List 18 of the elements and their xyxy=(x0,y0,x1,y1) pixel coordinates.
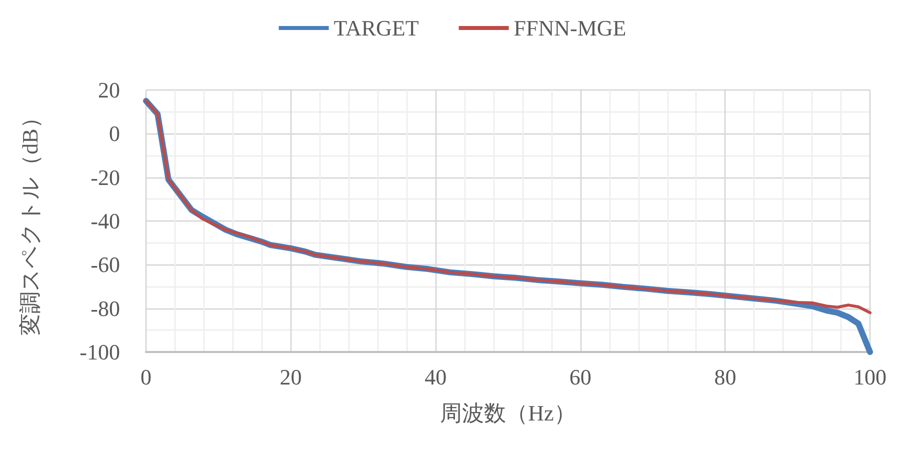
line-series xyxy=(144,99,872,314)
x-tick-label: 40 xyxy=(424,364,447,390)
y-tick-label: -20 xyxy=(90,164,120,190)
x-tick-label: 60 xyxy=(569,364,592,390)
y-tick-label: -100 xyxy=(80,340,120,364)
legend-label: TARGET xyxy=(334,16,420,40)
x-tick-label: 80 xyxy=(714,364,736,390)
x-tick-label: 0 xyxy=(140,364,152,390)
x-axis-title: 周波数（Hz） xyxy=(440,400,576,426)
x-tick-label: 20 xyxy=(280,364,302,390)
legend-label: FFNN-MGE xyxy=(514,16,626,40)
y-axis-title: 変調スペクトル（dB） xyxy=(18,106,42,336)
y-tick-label: 0 xyxy=(109,121,120,146)
x-tick-label: 100 xyxy=(854,364,886,390)
y-tick-label: -60 xyxy=(90,252,120,278)
y-tick-label: -80 xyxy=(90,296,120,321)
y-tick-label: 20 xyxy=(98,78,120,102)
y-tick-label: -40 xyxy=(90,208,120,234)
